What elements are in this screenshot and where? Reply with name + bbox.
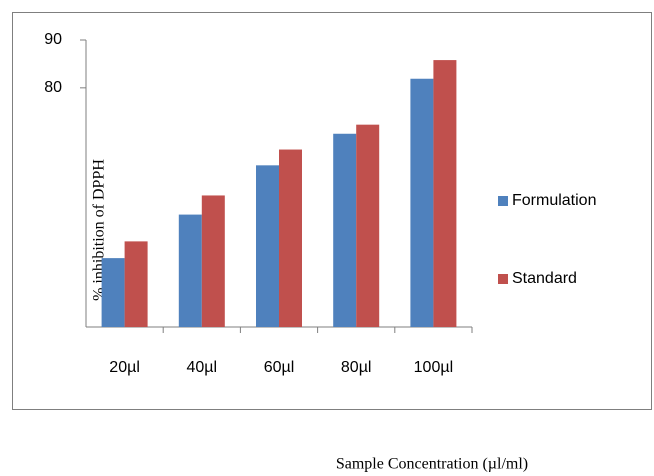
bar xyxy=(356,124,380,327)
x-tick-label: 60µl xyxy=(264,359,295,376)
bar xyxy=(178,214,202,327)
x-axis-title: Sample Concentration (µl/ml) xyxy=(336,456,528,473)
bar xyxy=(101,258,125,327)
x-tick-label: 80µl xyxy=(341,359,372,376)
bar xyxy=(333,133,357,327)
x-tick-label: 40µl xyxy=(187,359,218,376)
y-tick-label: 90 xyxy=(44,31,62,48)
y-tick-label: 80 xyxy=(44,79,62,96)
legend-label: Standard xyxy=(512,270,577,287)
legend-swatch xyxy=(498,196,508,206)
bar xyxy=(433,60,457,328)
bar xyxy=(256,165,279,327)
legend-label: Formulation xyxy=(512,192,596,209)
x-tick-label: 20µl xyxy=(109,359,140,376)
bar xyxy=(279,149,302,327)
bar xyxy=(201,195,225,327)
legend-swatch xyxy=(498,274,508,284)
x-tick-label: 100µl xyxy=(414,359,453,376)
bar xyxy=(124,241,148,327)
bar xyxy=(410,78,434,328)
chart-frame xyxy=(12,12,652,410)
